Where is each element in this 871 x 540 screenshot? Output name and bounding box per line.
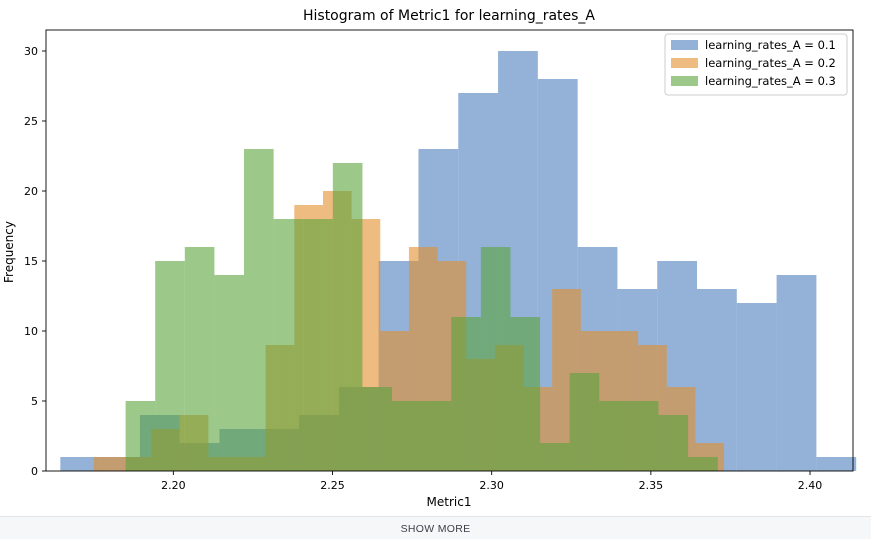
y-tick-label: 5 [31,395,38,408]
y-tick-label: 0 [31,465,38,478]
x-tick-label: 2.40 [798,479,823,492]
legend: learning_rates_A = 0.1 learning_rates_A =… [664,33,848,96]
legend-entry: learning_rates_A = 0.1 [705,38,836,52]
histogram-chart: Histogram of Metric1 for learning_rates_… [2,8,857,509]
series-2-bar [93,457,123,471]
axes-frame [45,29,854,472]
legend-swatch [671,76,698,86]
y-tick-label: 30 [24,45,38,58]
x-tick-label: 2.20 [161,479,186,492]
legend-box [664,33,848,96]
series-1-bar [776,275,817,471]
series-3-bar [658,415,689,471]
series-3-bar [244,149,274,471]
series-3-bar [480,247,511,471]
y-tick-label: 20 [24,185,38,198]
series-3-bar [392,401,422,471]
legend-entry: learning_rates_A = 0.3 [705,74,836,88]
series-1-bar [816,457,857,471]
series-3-bar [688,457,718,471]
series-3-bar [451,317,481,471]
x-axis-label: Metric1 [427,495,472,509]
series-3-bar [155,261,185,471]
series-3-bar [303,219,333,471]
legend-entry: learning_rates_A = 0.2 [705,56,836,70]
y-tick-label: 25 [24,115,38,128]
series-1-bar [697,289,737,471]
x-tick-label: 2.25 [320,479,345,492]
axis-ticks: 2.20 2.25 2.30 2.35 2.40 0 5 10 15 20 25 30 [24,45,822,492]
series-3-bar [628,401,659,471]
x-tick-label: 2.35 [639,479,664,492]
y-axis-label: Frequency [2,221,16,283]
series-3-bar [599,401,629,471]
series-1-bar [60,457,101,471]
y-tick-label: 15 [24,255,38,268]
series-1-bar [736,303,777,471]
series-3-bar [569,373,600,471]
series-3-bar [362,387,393,471]
series-3-bar [510,317,541,471]
footer-bar: SHOW MORE [0,516,871,539]
series-3-bar [214,275,245,471]
chart-title: Histogram of Metric1 for learning_rates_… [303,8,595,24]
series-3-bar [540,443,570,471]
series-3-bar [421,401,452,471]
legend-swatch [671,40,698,50]
series-3-bar [184,247,215,471]
histogram-bars [60,51,857,471]
series-3-bar [332,163,363,471]
series-3-bars [125,149,718,471]
show-more-button[interactable]: SHOW MORE [0,517,871,540]
series-3-bar [125,401,156,471]
series-3-bar [273,219,304,471]
legend-swatch [671,58,698,68]
x-tick-label: 2.30 [479,479,504,492]
y-tick-label: 10 [24,325,38,338]
